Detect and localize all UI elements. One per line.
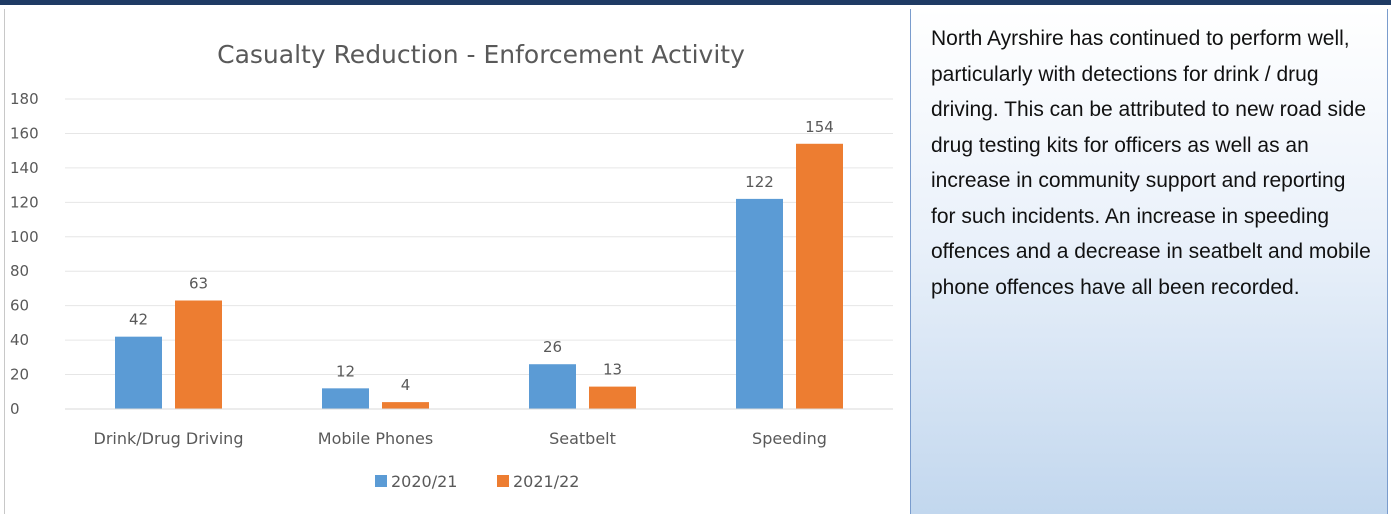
- y-axis-tick-labels: 0 20 40 60 80 100 120 140 160 180: [10, 90, 39, 418]
- bar-2021-22: [796, 143, 843, 409]
- enforcement-bar-chart: Casualty Reduction - Enforcement Activit…: [10, 40, 893, 491]
- top-rule: [0, 0, 1391, 5]
- chart-title: Casualty Reduction - Enforcement Activit…: [217, 40, 745, 69]
- y-tick-label: 0: [10, 400, 20, 418]
- x-category-label: Drink/Drug Driving: [94, 429, 244, 448]
- y-tick-label: 60: [10, 297, 29, 315]
- y-tick-label: 160: [10, 124, 39, 142]
- bar-2021-22: [382, 402, 429, 409]
- bar-value-label: 26: [543, 338, 562, 356]
- bar-value-label: 63: [189, 275, 208, 293]
- chart-frame: Casualty Reduction - Enforcement Activit…: [4, 9, 903, 514]
- bar-2020-21: [322, 388, 369, 409]
- y-tick-label: 180: [10, 90, 39, 108]
- y-tick-label: 80: [10, 262, 29, 280]
- legend-swatch: [375, 475, 387, 487]
- bar-value-label: 12: [336, 362, 355, 380]
- chart-data-labels: 42 63 12 4 26 13 122 154: [129, 118, 834, 394]
- y-tick-label: 120: [10, 193, 39, 211]
- bar-2020-21: [529, 364, 576, 409]
- bar-value-label: 4: [401, 376, 411, 394]
- bar-value-label: 154: [805, 118, 834, 136]
- chart-legend: 2020/21 2021/22: [375, 472, 579, 491]
- x-category-label: Mobile Phones: [318, 429, 433, 448]
- bar-2021-22: [589, 386, 636, 409]
- y-tick-label: 40: [10, 331, 29, 349]
- bar-value-label: 122: [745, 173, 774, 191]
- x-category-label: Seatbelt: [549, 429, 616, 448]
- y-tick-label: 100: [10, 228, 39, 246]
- legend-label: 2020/21: [391, 472, 457, 491]
- bar-2021-22: [175, 300, 222, 409]
- bar-value-label: 13: [603, 361, 622, 379]
- bar-value-label: 42: [129, 311, 148, 329]
- bar-2020-21: [736, 198, 783, 409]
- bar-2020-21: [115, 336, 162, 409]
- x-axis-category-labels: Drink/Drug Driving Mobile Phones Seatbelt S…: [94, 429, 827, 448]
- commentary-text: North Ayrshire has continued to perform …: [931, 27, 1371, 299]
- y-tick-label: 140: [10, 159, 39, 177]
- y-tick-label: 20: [10, 366, 29, 384]
- legend-label: 2021/22: [513, 472, 579, 491]
- commentary-panel: North Ayrshire has continued to perform …: [910, 9, 1388, 514]
- chart-bars: [115, 143, 843, 409]
- x-category-label: Speeding: [752, 429, 827, 448]
- legend-swatch: [497, 475, 509, 487]
